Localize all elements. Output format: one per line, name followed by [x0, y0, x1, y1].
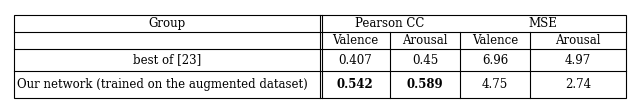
- Text: Pearson CC: Pearson CC: [355, 17, 425, 30]
- Text: Our network (trained on the augmented dataset): Our network (trained on the augmented da…: [17, 78, 308, 91]
- Text: 0.45: 0.45: [412, 54, 438, 67]
- Text: 0.589: 0.589: [406, 78, 444, 91]
- Text: Arousal: Arousal: [403, 34, 448, 47]
- Text: 0.407: 0.407: [338, 54, 372, 67]
- Text: MSE: MSE: [529, 17, 557, 30]
- Text: 2.74: 2.74: [565, 78, 591, 91]
- Bar: [14, 15, 626, 98]
- Text: Arousal: Arousal: [556, 34, 601, 47]
- Text: best of [23]: best of [23]: [133, 54, 201, 67]
- Text: 0.542: 0.542: [337, 78, 373, 91]
- Text: 4.97: 4.97: [565, 54, 591, 67]
- Text: Valence: Valence: [472, 34, 518, 47]
- Text: Group: Group: [148, 17, 186, 30]
- Text: 4.75: 4.75: [482, 78, 508, 91]
- Text: 6.96: 6.96: [482, 54, 508, 67]
- Text: Valence: Valence: [332, 34, 378, 47]
